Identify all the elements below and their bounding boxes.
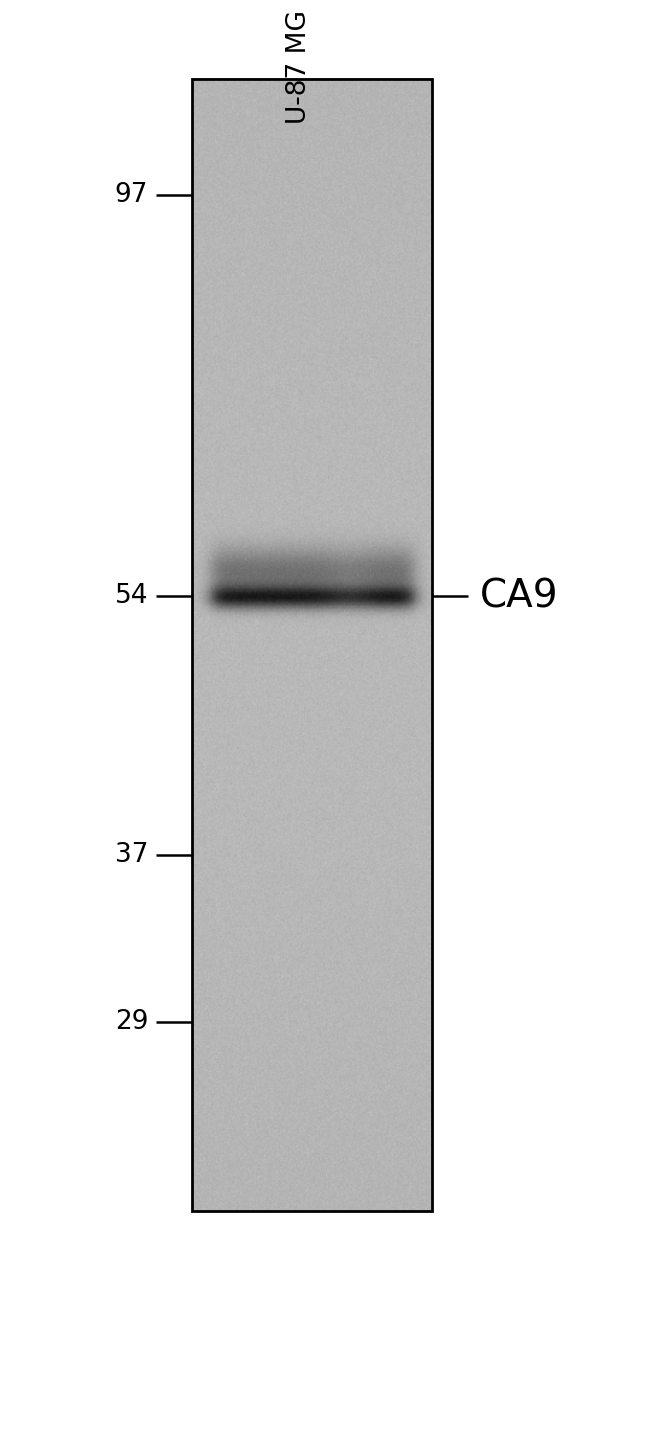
Text: 97: 97	[114, 182, 148, 208]
Text: U-87 MG: U-87 MG	[286, 10, 312, 125]
Bar	[192, 79, 432, 1211]
Text: CA9: CA9	[480, 577, 558, 615]
Text: 29: 29	[114, 1009, 148, 1035]
Text: 54: 54	[114, 583, 148, 609]
Text: 37: 37	[114, 843, 148, 868]
